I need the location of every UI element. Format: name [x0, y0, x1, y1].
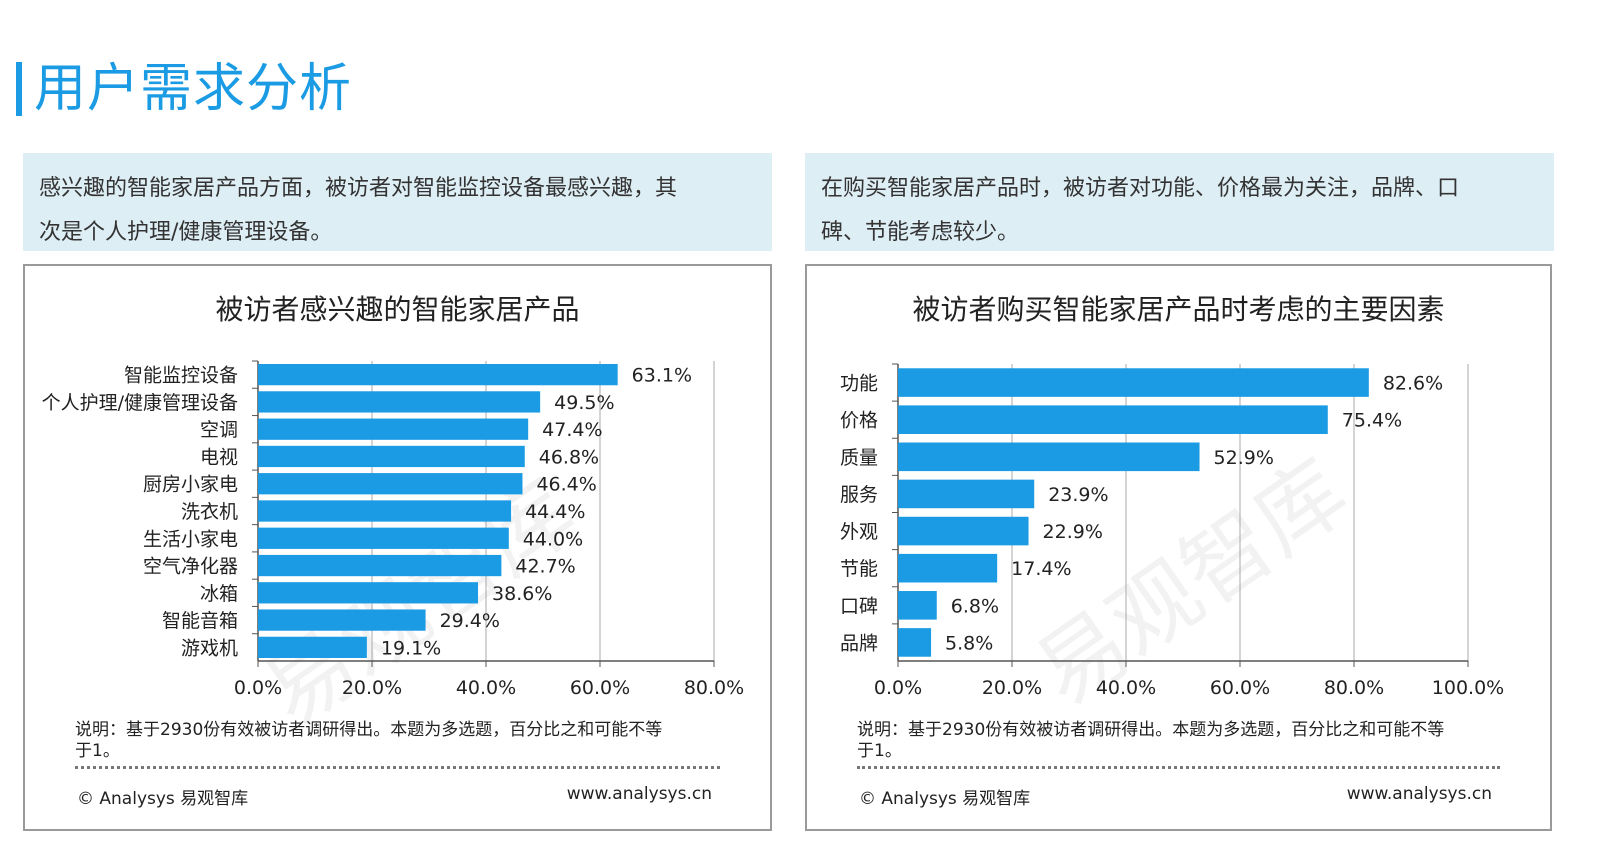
bar — [258, 582, 479, 604]
x-tick-label: 40.0% — [456, 677, 516, 699]
value-label: 44.4% — [525, 501, 585, 523]
value-label: 22.9% — [1043, 521, 1103, 543]
category-label: 智能监控设备 — [124, 365, 238, 387]
category-label: 服务 — [840, 484, 878, 506]
value-label: 5.8% — [945, 632, 993, 654]
value-label: 23.9% — [1048, 484, 1108, 506]
x-tick-label: 100.0% — [1432, 677, 1504, 699]
category-label: 节能 — [840, 558, 878, 580]
bar — [258, 609, 426, 631]
chart-title: 被访者感兴趣的智能家居产品 — [215, 293, 580, 326]
bar — [898, 628, 932, 657]
category-label: 功能 — [840, 373, 878, 395]
category-label: 质量 — [840, 447, 878, 469]
category-label: 个人护理/健康管理设备 — [42, 392, 238, 414]
category-label: 空调 — [200, 419, 238, 441]
right-summary-line2: 碑、节能考虑较少。 — [821, 220, 1020, 245]
x-tick-label: 0.0% — [234, 677, 282, 699]
value-label: 29.4% — [440, 610, 500, 632]
bar — [898, 591, 937, 620]
category-label: 品牌 — [840, 632, 878, 654]
left-summary-line1: 感兴趣的智能家居产品方面，被访者对智能监控设备最感兴趣，其 — [39, 176, 678, 201]
bar — [898, 442, 1200, 472]
value-label: 47.4% — [542, 419, 602, 441]
bar — [258, 391, 541, 413]
chart-title: 被访者购买智能家居产品时考虑的主要因素 — [912, 293, 1445, 326]
right-summary-line1: 在购买智能家居产品时，被访者对功能、价格最为关注，品牌、口 — [821, 176, 1460, 201]
x-tick-label: 80.0% — [684, 677, 744, 699]
value-label: 52.9% — [1214, 447, 1274, 469]
bar — [258, 418, 529, 440]
value-label: 17.4% — [1011, 558, 1071, 580]
value-label: 42.7% — [515, 556, 575, 578]
website-link[interactable]: www.analysys.cn — [1346, 784, 1492, 804]
x-tick-label: 40.0% — [1096, 677, 1156, 699]
category-label: 口碑 — [840, 595, 878, 617]
category-label: 生活小家电 — [143, 528, 238, 550]
note-line2: 于1。 — [75, 741, 120, 761]
left-summary-box: 感兴趣的智能家居产品方面，被访者对智能监控设备最感兴趣，其 次是个人护理/健康管… — [23, 153, 772, 251]
bar — [898, 405, 1328, 434]
x-tick-label: 80.0% — [1324, 677, 1384, 699]
category-label: 价格 — [840, 410, 878, 432]
left-summary-line2: 次是个人护理/健康管理设备。 — [39, 220, 333, 245]
note-line2: 于1。 — [857, 741, 902, 761]
note-line1: 说明：基于2930份有效被访者调研得出。本题为多选题，百分比之和可能不等 — [75, 720, 663, 740]
bar — [898, 368, 1369, 397]
copyright-label: © Analysys 易观智库 — [859, 789, 1031, 809]
bar — [258, 527, 509, 549]
category-label: 厨房小家电 — [143, 474, 238, 496]
value-label: 6.8% — [951, 595, 999, 617]
category-label: 洗衣机 — [181, 501, 238, 523]
purchase-factors-bar-chart: 0.0% 20.0% 40.0% 60.0% 80.0% 100.0% 功能 82.6% 价格 7… — [840, 363, 1504, 699]
x-tick-label: 60.0% — [570, 677, 630, 699]
x-tick-label: 20.0% — [342, 677, 402, 699]
value-label: 46.8% — [539, 446, 599, 468]
note-line1: 说明：基于2930份有效被访者调研得出。本题为多选题，百分比之和可能不等 — [857, 720, 1445, 740]
category-label: 外观 — [840, 521, 878, 543]
value-label: 46.4% — [536, 474, 596, 496]
bar — [258, 364, 618, 386]
value-label: 44.0% — [523, 528, 583, 550]
x-tick-label: 0.0% — [874, 677, 922, 699]
right-chart-panel: 易观智库 被访者购买智能家居产品时考虑的主要因素 0.0% 20.0% 40.0% 6… — [805, 264, 1552, 831]
title-accent-bar — [16, 62, 22, 116]
bar — [258, 500, 512, 522]
website-link[interactable]: www.analysys.cn — [566, 784, 712, 804]
bar — [898, 516, 1029, 546]
right-summary-box: 在购买智能家居产品时，被访者对功能、价格最为关注，品牌、口 碑、节能考虑较少。 — [805, 153, 1554, 251]
category-label: 智能音箱 — [162, 610, 238, 632]
page-title: 用户需求分析 — [34, 59, 353, 119]
value-label: 63.1% — [632, 365, 692, 387]
x-tick-label: 20.0% — [982, 677, 1042, 699]
value-label: 19.1% — [381, 637, 441, 659]
category-label: 电视 — [200, 446, 238, 468]
value-label: 38.6% — [492, 583, 552, 605]
bar — [258, 445, 525, 468]
chart-note: 说明：基于2930份有效被访者调研得出。本题为多选题，百分比之和可能不等 于1。 — [857, 720, 1477, 762]
dotted-divider — [857, 766, 1500, 769]
bar — [898, 479, 1035, 509]
bar — [258, 554, 502, 577]
value-label: 82.6% — [1383, 373, 1443, 395]
category-label: 空气净化器 — [143, 556, 238, 578]
interest-bar-chart: 0.0% 20.0% 40.0% 60.0% 80.0% 智能监控设备 63.1% 个人护理/… — [42, 360, 744, 699]
bar — [258, 473, 523, 495]
bar — [258, 636, 367, 658]
category-label: 游戏机 — [181, 637, 238, 659]
value-label: 75.4% — [1342, 410, 1402, 432]
category-label: 冰箱 — [200, 583, 238, 605]
value-label: 49.5% — [554, 392, 614, 414]
chart-note: 说明：基于2930份有效被访者调研得出。本题为多选题，百分比之和可能不等 于1。 — [75, 720, 695, 762]
bar — [898, 553, 998, 583]
x-tick-label: 60.0% — [1210, 677, 1270, 699]
dotted-divider — [75, 766, 720, 769]
left-chart-panel: 易观智库 被访者感兴趣的智能家居产品 0.0%20.0%40.0%60.0%80… — [23, 264, 772, 831]
copyright-label: © Analysys 易观智库 — [77, 789, 249, 809]
